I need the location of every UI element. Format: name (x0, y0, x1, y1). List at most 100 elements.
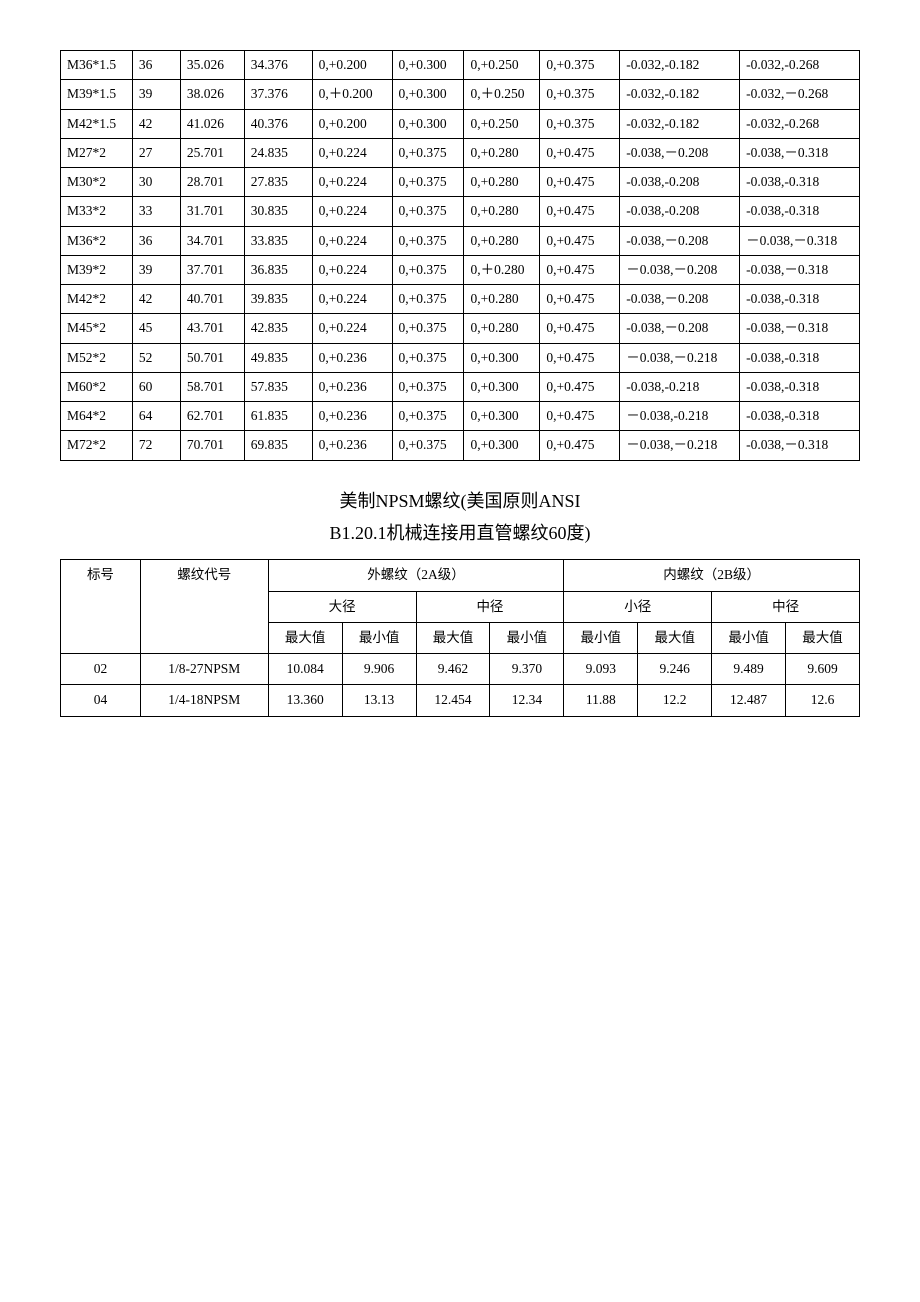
title-line-2: B1.20.1机械连接用直管螺纹60度) (60, 517, 860, 549)
table-cell: 36 (132, 226, 180, 255)
table-cell: 02 (61, 654, 141, 685)
table-cell: 04 (61, 685, 141, 716)
table-cell: 0,+0.475 (540, 431, 620, 460)
table-cell: -0.032,-0.182 (620, 51, 740, 80)
table-cell: -0.038,－0.208 (620, 138, 740, 167)
table-cell: 0,+0.224 (312, 255, 392, 284)
table-cell: 25.701 (180, 138, 244, 167)
table-cell: 12.454 (416, 685, 490, 716)
table-cell: 0,+0.475 (540, 197, 620, 226)
table-cell: -0.032,-0.182 (620, 109, 740, 138)
section-title: 美制NPSM螺纹(美国原则ANSI B1.20.1机械连接用直管螺纹60度) (60, 485, 860, 550)
table-cell: M30*2 (61, 168, 133, 197)
table-cell: 40.701 (180, 285, 244, 314)
table-row: M42*1.54241.02640.3760,+0.2000,+0.3000,+… (61, 109, 860, 138)
table-cell: 0,+0.375 (392, 255, 464, 284)
table-cell: 9.489 (712, 654, 786, 685)
table-cell: 0,+0.224 (312, 168, 392, 197)
table-row: M30*23028.70127.8350,+0.2240,+0.3750,+0.… (61, 168, 860, 197)
table-cell: 11.88 (564, 685, 638, 716)
table-cell: 9.246 (638, 654, 712, 685)
table-cell: -0.038,－0.318 (740, 431, 860, 460)
table-cell: M42*1.5 (61, 109, 133, 138)
table-cell: 58.701 (180, 372, 244, 401)
table-cell: －0.038,－0.318 (740, 226, 860, 255)
table-cell: 36.835 (244, 255, 312, 284)
table-cell: 70.701 (180, 431, 244, 460)
col-external: 外螺纹（2A级） (268, 560, 564, 591)
table-cell: 49.835 (244, 343, 312, 372)
table-cell: -0.038,－0.208 (620, 314, 740, 343)
table-cell: 0,+0.375 (392, 402, 464, 431)
table-row: M36*1.53635.02634.3760,+0.2000,+0.3000,+… (61, 51, 860, 80)
table-cell: -0.038,-0.318 (740, 285, 860, 314)
table-cell: 62.701 (180, 402, 244, 431)
table-row: M39*23937.70136.8350,+0.2240,+0.3750,＋0.… (61, 255, 860, 284)
table-cell: -0.038,－0.208 (620, 226, 740, 255)
table-cell: 36 (132, 51, 180, 80)
table-cell: 37.376 (244, 80, 312, 109)
col-max: 最大值 (416, 622, 490, 653)
table-cell: -0.038,－0.318 (740, 314, 860, 343)
table-cell: 34.376 (244, 51, 312, 80)
thread-table-1: M36*1.53635.02634.3760,+0.2000,+0.3000,+… (60, 50, 860, 461)
table-cell: 42.835 (244, 314, 312, 343)
table-cell: 0,+0.475 (540, 285, 620, 314)
table-cell: 0,＋0.250 (464, 80, 540, 109)
table-cell: 39 (132, 255, 180, 284)
table-cell: 0,+0.375 (392, 197, 464, 226)
table-cell: 0,+0.300 (392, 80, 464, 109)
table-cell: M52*2 (61, 343, 133, 372)
table-cell: 9.370 (490, 654, 564, 685)
table-cell: 35.026 (180, 51, 244, 80)
table-row: M72*27270.70169.8350,+0.2360,+0.3750,+0.… (61, 431, 860, 460)
table-row: 021/8-27NPSM10.0849.9069.4629.3709.0939.… (61, 654, 860, 685)
col-max: 最大值 (786, 622, 860, 653)
table-cell: 9.462 (416, 654, 490, 685)
table-cell: 0,+0.375 (392, 431, 464, 460)
col-min: 最小值 (564, 622, 638, 653)
table-cell: 0,+0.475 (540, 255, 620, 284)
table-cell: 12.2 (638, 685, 712, 716)
table-cell: 0,+0.224 (312, 138, 392, 167)
col-min: 最小值 (490, 622, 564, 653)
table-cell: －0.038,－0.208 (620, 255, 740, 284)
table-cell: 1/4-18NPSM (140, 685, 268, 716)
table-cell: 0,+0.300 (464, 402, 540, 431)
table-cell: －0.038,-0.218 (620, 402, 740, 431)
table-cell: -0.038,-0.218 (620, 372, 740, 401)
table-cell: 0,+0.475 (540, 402, 620, 431)
table-cell: 27.835 (244, 168, 312, 197)
table-cell: 0,+0.375 (540, 109, 620, 138)
table-cell: 0,+0.236 (312, 431, 392, 460)
table-cell: 0,+0.375 (392, 285, 464, 314)
table-cell: 0,+0.224 (312, 285, 392, 314)
table-cell: 12.34 (490, 685, 564, 716)
table-cell: 12.6 (786, 685, 860, 716)
table-cell: 0,+0.375 (392, 168, 464, 197)
table-cell: -0.038,－0.318 (740, 138, 860, 167)
table-cell: 45 (132, 314, 180, 343)
table-cell: 30.835 (244, 197, 312, 226)
table-cell: -0.038,-0.208 (620, 197, 740, 226)
table-cell: 69.835 (244, 431, 312, 460)
table-cell: -0.032,－0.268 (740, 80, 860, 109)
npsm-table: 标号 螺纹代号 外螺纹（2A级） 内螺纹（2B级） 大径 中径 小径 中径 最大… (60, 559, 860, 716)
table-cell: -0.038,-0.318 (740, 372, 860, 401)
table-cell: 0,+0.300 (464, 431, 540, 460)
table-cell: M39*2 (61, 255, 133, 284)
col-pitch-dia-1: 中径 (416, 591, 564, 622)
table-cell: M39*1.5 (61, 80, 133, 109)
table-row: 041/4-18NPSM13.36013.1312.45412.3411.881… (61, 685, 860, 716)
table-cell: 37.701 (180, 255, 244, 284)
table-cell: 42 (132, 109, 180, 138)
table-cell: M64*2 (61, 402, 133, 431)
table-cell: 0,+0.375 (392, 226, 464, 255)
header-row-1: 标号 螺纹代号 外螺纹（2A级） 内螺纹（2B级） (61, 560, 860, 591)
table-cell: 0,＋0.200 (312, 80, 392, 109)
table-cell: 0,+0.280 (464, 314, 540, 343)
table-cell: 9.609 (786, 654, 860, 685)
table-cell: M36*1.5 (61, 51, 133, 80)
col-label: 标号 (61, 560, 141, 654)
table-cell: 72 (132, 431, 180, 460)
